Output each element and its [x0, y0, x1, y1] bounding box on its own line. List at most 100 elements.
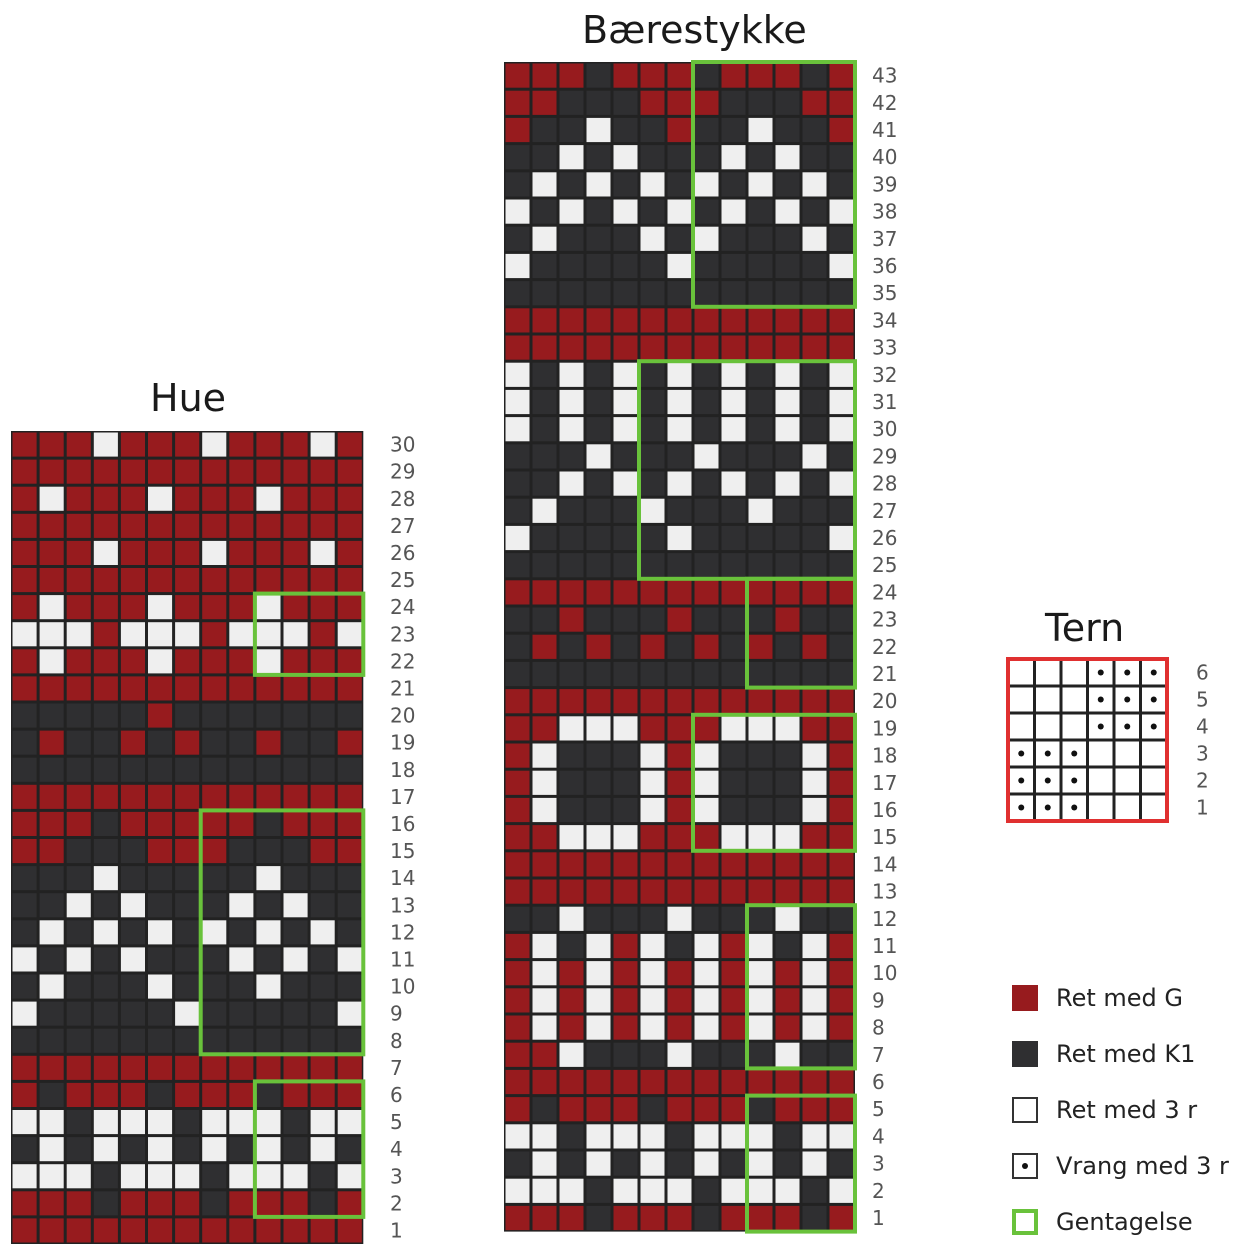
baerestykke-repeat-box	[745, 1093, 857, 1234]
hue-cell	[12, 866, 37, 891]
hue-cell	[93, 432, 118, 457]
tern-cell	[1142, 768, 1166, 793]
hue-cell	[283, 432, 308, 457]
baerestykke-row-number: 42	[872, 91, 897, 115]
baerestykke-cell	[694, 607, 719, 632]
baerestykke-cell	[694, 335, 719, 360]
baerestykke-cell	[775, 661, 800, 687]
hue-cell	[337, 649, 362, 674]
baerestykke-cell	[613, 661, 638, 687]
baerestykke-cell	[802, 172, 827, 197]
hue-cell	[337, 1191, 362, 1216]
hue-row-number: 16	[390, 812, 415, 836]
hue-cell	[175, 1055, 200, 1080]
baerestykke-cell	[775, 253, 800, 279]
baerestykke-cell	[586, 253, 611, 279]
hue-cell	[202, 432, 227, 457]
baerestykke-cell	[775, 417, 800, 442]
swatch-dark	[1012, 1041, 1038, 1067]
hue-cell	[256, 1137, 281, 1162]
hue-cell	[66, 432, 91, 457]
baerestykke-cell	[694, 117, 719, 143]
baerestykke-cell	[802, 797, 827, 823]
hue-cell	[12, 513, 37, 538]
baerestykke-cell	[694, 525, 719, 551]
baerestykke-cell	[532, 498, 557, 523]
tern-chart: 6 5 4 3 2 1	[1006, 657, 1209, 823]
hue-cell	[337, 1218, 362, 1243]
baerestykke-cell	[640, 1069, 665, 1095]
baerestykke-cell	[802, 716, 827, 741]
baerestykke-cell	[586, 444, 611, 469]
baerestykke-cell	[505, 1124, 530, 1149]
baerestykke-cell	[802, 90, 827, 115]
hue-cell	[202, 920, 227, 945]
baerestykke-cell	[640, 117, 665, 143]
baerestykke-cell	[640, 308, 665, 333]
hue-cell	[283, 1191, 308, 1216]
tern-cell	[1036, 714, 1060, 739]
hue-cell	[66, 784, 91, 809]
baerestykke-cell	[667, 607, 692, 632]
hue-cell	[148, 920, 173, 945]
baerestykke-cell	[802, 661, 827, 687]
hue-cell	[12, 974, 37, 999]
hue-cell	[337, 1001, 362, 1026]
baerestykke-cell	[559, 1124, 584, 1149]
baerestykke-cell	[667, 1015, 692, 1040]
hue-cell	[93, 540, 118, 565]
baerestykke-cell	[748, 716, 773, 741]
baerestykke-cell	[829, 770, 854, 795]
baerestykke-cell	[640, 580, 665, 605]
hue-cell	[93, 757, 118, 782]
hue-row-number: 1	[390, 1218, 403, 1242]
hue-cell	[12, 540, 37, 565]
baerestykke-chart: 4342414039383736353433323130292827262524…	[504, 60, 897, 1234]
baerestykke-row-number: 1	[872, 1206, 885, 1230]
hue-cell	[229, 513, 254, 538]
baerestykke-cell	[505, 335, 530, 360]
baerestykke-cell	[721, 634, 746, 659]
baerestykke-cell	[667, 172, 692, 197]
baerestykke-cell	[802, 988, 827, 1013]
baerestykke-cell	[613, 1015, 638, 1040]
hue-cell	[148, 1082, 173, 1107]
baerestykke-cell	[505, 253, 530, 279]
baerestykke-cell	[829, 961, 854, 986]
baerestykke-row-number: 43	[872, 64, 897, 88]
legend-vrang-med-3r: Vrang med 3 r	[1012, 1150, 1229, 1182]
hue-cell	[39, 730, 64, 755]
hue-cell	[120, 730, 145, 755]
hue-cell	[12, 432, 37, 457]
baerestykke-cell	[505, 90, 530, 115]
hue-cell	[39, 866, 64, 891]
baerestykke-cell	[802, 1205, 827, 1231]
baerestykke-cell	[694, 634, 719, 659]
hue-cell	[310, 974, 335, 999]
baerestykke-cell	[775, 1097, 800, 1122]
baerestykke-cell	[640, 1042, 665, 1067]
hue-cell	[120, 540, 145, 565]
baerestykke-cell	[613, 253, 638, 279]
baerestykke-cell	[613, 335, 638, 360]
baerestykke-cell	[775, 1205, 800, 1231]
baerestykke-cell	[775, 281, 800, 306]
hue-cell	[202, 1218, 227, 1243]
hue-cell	[93, 459, 118, 484]
hue-cell	[120, 866, 145, 891]
hue-cell	[39, 784, 64, 809]
baerestykke-cell	[640, 634, 665, 659]
baerestykke-cell	[667, 1097, 692, 1122]
hue-cell	[256, 974, 281, 999]
baerestykke-cell	[667, 63, 692, 88]
baerestykke-cell	[748, 933, 773, 959]
baerestykke-cell	[667, 389, 692, 415]
hue-cell	[229, 947, 254, 972]
baerestykke-cell	[829, 444, 854, 469]
baerestykke-cell	[613, 1124, 638, 1149]
baerestykke-cell	[829, 797, 854, 823]
baerestykke-cell	[505, 145, 530, 170]
baerestykke-cell	[721, 580, 746, 605]
baerestykke-cell	[721, 253, 746, 279]
baerestykke-cell	[829, 553, 854, 578]
